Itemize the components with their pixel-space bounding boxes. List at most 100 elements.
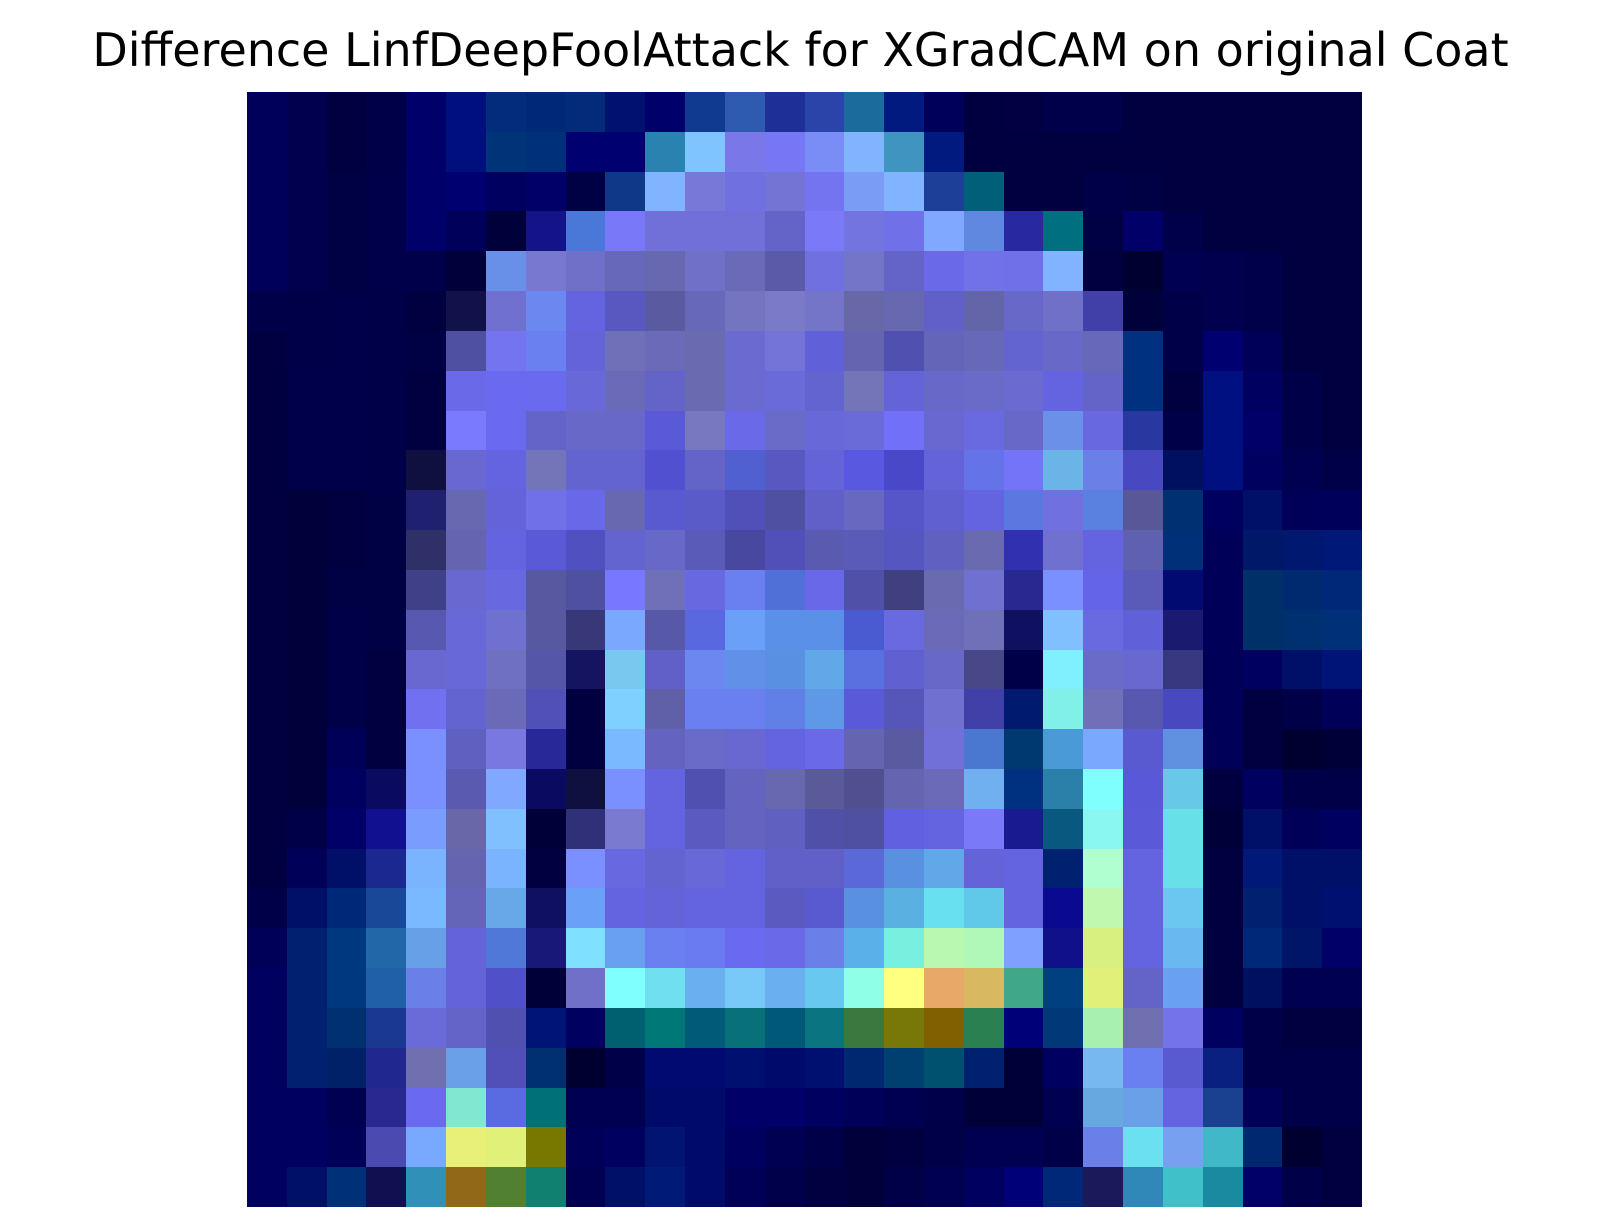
heatmap-cell bbox=[963, 689, 1004, 730]
heatmap-cell bbox=[923, 1087, 964, 1128]
heatmap-cell bbox=[366, 450, 407, 491]
heatmap-cell bbox=[605, 330, 646, 371]
heatmap-cell bbox=[1242, 1007, 1283, 1048]
heatmap-cell bbox=[366, 888, 407, 929]
heatmap-cell bbox=[1162, 291, 1203, 331]
heatmap-cell bbox=[804, 689, 845, 730]
heatmap-cell bbox=[884, 1007, 924, 1048]
heatmap-cell bbox=[764, 968, 805, 1008]
heatmap-cell bbox=[884, 888, 924, 929]
heatmap-cell bbox=[326, 330, 367, 371]
heatmap-cell bbox=[525, 450, 566, 491]
heatmap-cell bbox=[1162, 211, 1203, 252]
heatmap-cell bbox=[1202, 888, 1243, 929]
heatmap-cell bbox=[525, 171, 566, 212]
heatmap-cell bbox=[286, 530, 327, 570]
heatmap-cell bbox=[1123, 768, 1163, 809]
heatmap-cell bbox=[446, 928, 486, 969]
heatmap-cell bbox=[326, 848, 367, 889]
heatmap-cell bbox=[406, 490, 447, 531]
heatmap-cell bbox=[844, 131, 885, 172]
heatmap-cell bbox=[247, 530, 287, 570]
heatmap-cell bbox=[1083, 1167, 1124, 1207]
heatmap-cell bbox=[1083, 490, 1124, 531]
heatmap-cell bbox=[685, 131, 725, 172]
heatmap-cell bbox=[923, 968, 964, 1008]
heatmap-cell bbox=[485, 888, 526, 929]
heatmap-cell bbox=[406, 370, 447, 411]
heatmap-cell bbox=[1282, 291, 1323, 331]
heatmap-cell bbox=[724, 729, 765, 769]
heatmap-cell bbox=[804, 171, 845, 212]
heatmap-cell bbox=[286, 1047, 327, 1088]
heatmap-cell bbox=[844, 92, 885, 132]
heatmap-cell bbox=[286, 370, 327, 411]
heatmap-cell bbox=[565, 1007, 606, 1048]
heatmap-cell bbox=[804, 370, 845, 411]
heatmap-cell bbox=[685, 649, 725, 690]
heatmap-cell bbox=[804, 808, 845, 849]
heatmap-cell bbox=[963, 291, 1004, 331]
heatmap-cell bbox=[366, 808, 407, 849]
heatmap-cell bbox=[1123, 530, 1163, 570]
heatmap-cell bbox=[884, 410, 924, 451]
heatmap-cell bbox=[366, 569, 407, 610]
heatmap-cell bbox=[1242, 251, 1283, 292]
heatmap-cell bbox=[1162, 768, 1203, 809]
heatmap-cell bbox=[1083, 729, 1124, 769]
heatmap-cell bbox=[326, 569, 367, 610]
heatmap-cell bbox=[1083, 410, 1124, 451]
heatmap-cell bbox=[247, 848, 287, 889]
heatmap-cell bbox=[764, 1167, 805, 1207]
heatmap-cell bbox=[685, 211, 725, 252]
heatmap-cell bbox=[525, 370, 566, 411]
heatmap-cell bbox=[1003, 291, 1044, 331]
heatmap-cell bbox=[525, 1127, 566, 1168]
heatmap-cell bbox=[1322, 450, 1362, 491]
heatmap-cell bbox=[1322, 370, 1362, 411]
heatmap-cell bbox=[326, 808, 367, 849]
heatmap-cell bbox=[605, 1007, 646, 1048]
heatmap-cell bbox=[963, 410, 1004, 451]
heatmap-cell bbox=[366, 1007, 407, 1048]
heatmap-cell bbox=[804, 131, 845, 172]
heatmap-cell bbox=[1003, 968, 1044, 1008]
heatmap-cell bbox=[247, 211, 287, 252]
heatmap-cell bbox=[645, 968, 686, 1008]
heatmap-cell bbox=[724, 450, 765, 491]
heatmap-cell bbox=[1322, 1087, 1362, 1128]
heatmap-cell bbox=[645, 649, 686, 690]
heatmap-cell bbox=[1083, 530, 1124, 570]
heatmap-cell bbox=[1003, 370, 1044, 411]
heatmap-cell bbox=[1282, 928, 1323, 969]
heatmap-cell bbox=[485, 211, 526, 252]
heatmap-cell bbox=[525, 649, 566, 690]
heatmap-cell bbox=[1202, 649, 1243, 690]
heatmap-cell bbox=[685, 410, 725, 451]
heatmap-cell bbox=[923, 649, 964, 690]
heatmap-cell bbox=[1282, 330, 1323, 371]
heatmap-cell bbox=[804, 530, 845, 570]
heatmap-cell bbox=[764, 530, 805, 570]
heatmap-cell bbox=[1242, 291, 1283, 331]
heatmap-cell bbox=[525, 729, 566, 769]
heatmap-cell bbox=[247, 1167, 287, 1207]
heatmap-cell bbox=[286, 569, 327, 610]
heatmap-cell bbox=[605, 968, 646, 1008]
heatmap-cell bbox=[923, 370, 964, 411]
heatmap-cell bbox=[326, 768, 367, 809]
heatmap-cell bbox=[247, 808, 287, 849]
heatmap-cell bbox=[1083, 888, 1124, 929]
heatmap-cell bbox=[764, 689, 805, 730]
heatmap-cell bbox=[1083, 649, 1124, 690]
heatmap-cell bbox=[366, 1047, 407, 1088]
heatmap-cell bbox=[1043, 1087, 1084, 1128]
heatmap-cell bbox=[1242, 1127, 1283, 1168]
heatmap-cell bbox=[565, 530, 606, 570]
heatmap-cell bbox=[247, 569, 287, 610]
heatmap-cell bbox=[844, 291, 885, 331]
heatmap-cell bbox=[1242, 689, 1283, 730]
heatmap-cell bbox=[1123, 1127, 1163, 1168]
heatmap-cell bbox=[804, 928, 845, 969]
heatmap-cell bbox=[724, 768, 765, 809]
